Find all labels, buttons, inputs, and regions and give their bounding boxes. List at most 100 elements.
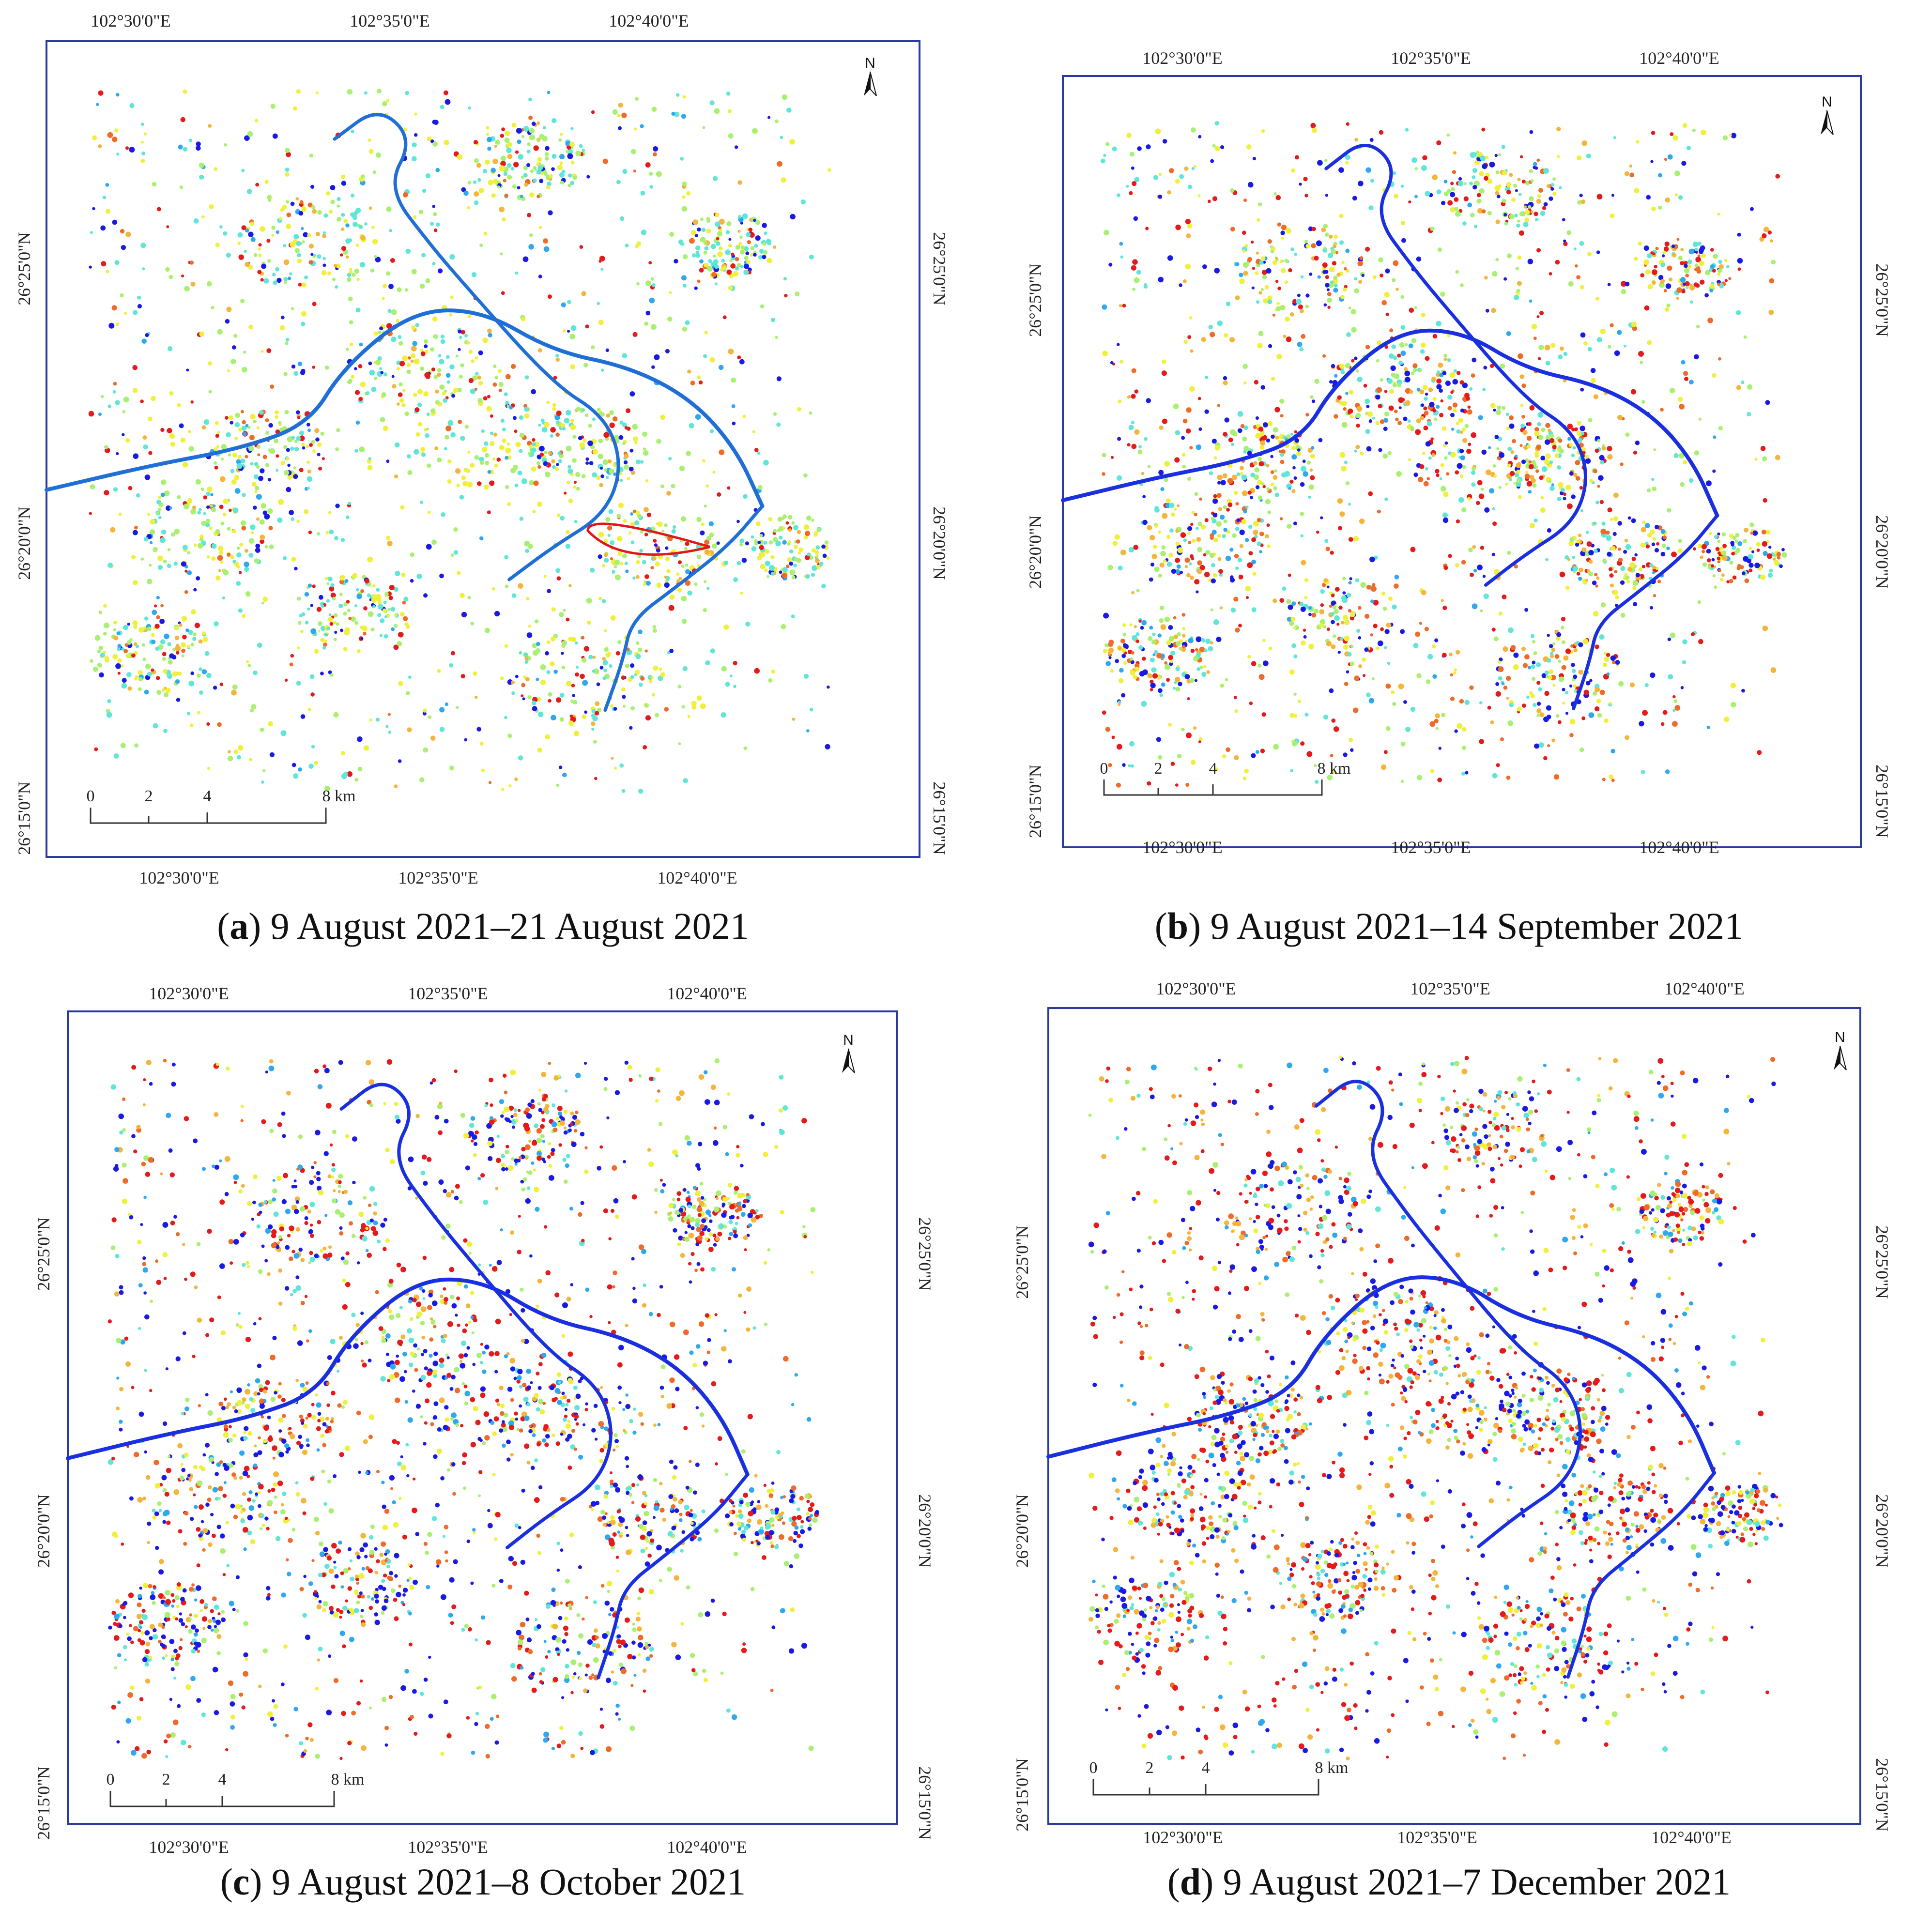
deformation-point [535, 648, 541, 653]
deformation-point [1145, 227, 1149, 230]
deformation-point [1748, 568, 1753, 573]
deformation-point [1632, 580, 1639, 586]
deformation-point [1288, 573, 1291, 577]
deformation-point [1472, 603, 1478, 610]
deformation-point [147, 579, 153, 584]
deformation-point [1169, 662, 1173, 666]
deformation-point [126, 640, 132, 645]
deformation-point [681, 275, 687, 281]
deformation-point [697, 279, 701, 283]
deformation-point [1596, 699, 1601, 703]
deformation-point [551, 715, 556, 720]
deformation-point [1568, 541, 1574, 547]
deformation-point [1323, 578, 1328, 583]
deformation-point [1492, 521, 1497, 526]
deformation-point [464, 738, 468, 742]
left-lat-label-1: 26°25'0"N [15, 232, 34, 306]
deformation-point [1230, 578, 1235, 583]
deformation-point [687, 715, 691, 718]
deformation-point [1569, 471, 1574, 476]
deformation-point [1712, 269, 1716, 273]
deformation-point [1368, 698, 1375, 704]
deformation-point [700, 217, 704, 221]
deformation-point [337, 216, 341, 222]
deformation-point [613, 472, 617, 476]
deformation-point [1265, 534, 1269, 539]
deformation-point [1555, 714, 1560, 718]
deformation-point [1376, 387, 1382, 393]
deformation-point [179, 423, 184, 428]
deformation-point [234, 488, 241, 494]
deformation-point [567, 183, 571, 187]
deformation-point [238, 254, 244, 260]
deformation-point [1323, 625, 1327, 628]
deformation-point [386, 206, 392, 212]
deformation-point [685, 541, 690, 546]
deformation-point [1349, 661, 1354, 666]
deformation-point [706, 586, 710, 590]
deformation-point [261, 350, 264, 353]
deformation-point [1506, 182, 1511, 187]
deformation-point [1480, 609, 1483, 612]
deformation-point [394, 784, 398, 788]
deformation-point [643, 447, 646, 451]
deformation-point [352, 273, 356, 277]
deformation-point [211, 306, 215, 309]
deformation-point [682, 195, 686, 199]
deformation-point [1294, 438, 1300, 443]
deformation-point [1576, 572, 1580, 576]
deformation-point [457, 387, 462, 393]
deformation-point [432, 316, 438, 322]
deformation-point [1639, 721, 1644, 727]
deformation-point [474, 200, 479, 205]
deformation-point [1257, 495, 1262, 500]
deformation-point [536, 642, 540, 646]
deformation-point [547, 294, 552, 299]
deformation-point [517, 471, 522, 475]
deformation-point [745, 251, 750, 256]
deformation-point [1251, 661, 1257, 666]
deformation-point [576, 487, 580, 491]
deformation-point [520, 195, 523, 198]
deformation-point [1506, 675, 1511, 681]
deformation-point [1558, 438, 1563, 443]
deformation-point [1151, 640, 1156, 644]
deformation-point [1528, 490, 1532, 494]
deformation-point [1420, 349, 1425, 354]
deformation-point [563, 609, 566, 612]
deformation-point [1735, 533, 1740, 537]
deformation-point [1291, 445, 1296, 450]
deformation-point [610, 615, 616, 621]
deformation-point [1650, 672, 1656, 678]
deformation-point [304, 509, 309, 514]
deformation-point [1224, 417, 1229, 423]
deformation-point [1405, 128, 1409, 132]
deformation-point [1241, 519, 1247, 524]
deformation-point [1458, 497, 1464, 503]
deformation-point [467, 314, 472, 319]
deformation-point [587, 440, 593, 446]
deformation-point [792, 570, 795, 574]
deformation-point [1454, 668, 1457, 672]
deformation-point [254, 490, 258, 493]
deformation-point [542, 136, 548, 142]
deformation-point [598, 320, 604, 325]
deformation-point [1131, 591, 1135, 595]
deformation-point [352, 573, 358, 579]
deformation-point [1122, 763, 1126, 767]
deformation-point [1496, 763, 1500, 767]
deformation-point [1421, 165, 1427, 171]
deformation-point [1646, 488, 1651, 492]
deformation-point [481, 768, 485, 773]
deformation-point [133, 453, 139, 459]
deformation-point [507, 455, 512, 460]
deformation-point [1436, 189, 1441, 195]
deformation-point [609, 422, 615, 428]
deformation-point [1655, 246, 1659, 250]
deformation-point [112, 390, 116, 394]
deformation-point [1216, 493, 1222, 498]
deformation-point [552, 403, 556, 407]
deformation-point [1301, 466, 1306, 472]
deformation-point [1168, 722, 1172, 727]
deformation-point [1450, 696, 1455, 701]
